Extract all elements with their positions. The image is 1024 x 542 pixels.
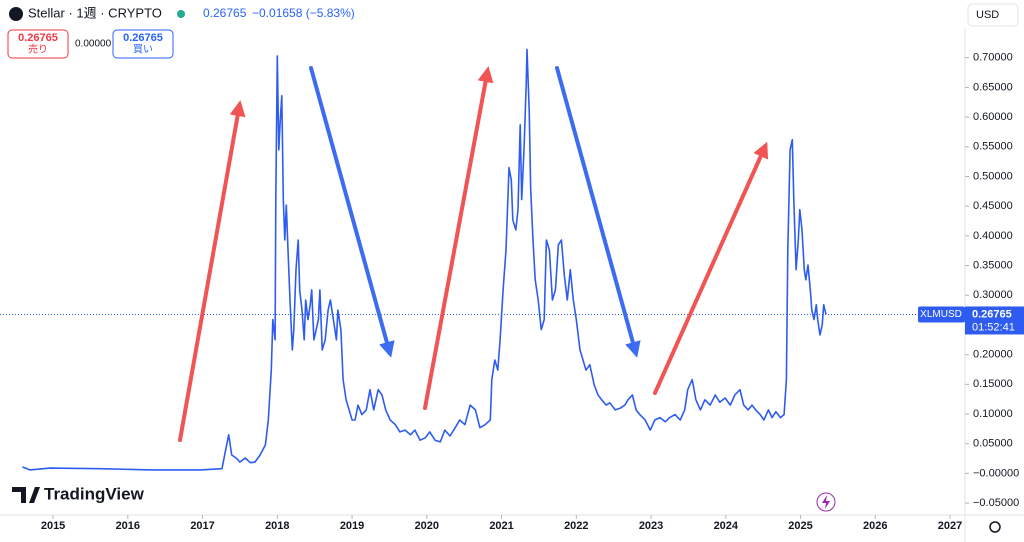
header-change: −0.01658 (−5.83%)	[252, 6, 355, 20]
x-tick-label: 2024	[714, 520, 739, 532]
price-line	[22, 48, 827, 471]
buy-price: 0.26765	[123, 32, 163, 44]
x-tick-label: 2017	[190, 520, 214, 532]
arrow-down	[555, 66, 641, 358]
x-tick-label: 2026	[863, 520, 887, 532]
arrow-down	[309, 66, 395, 358]
x-tick-label: 2016	[116, 520, 140, 532]
x-tick-label: 2022	[564, 520, 588, 532]
annotations	[178, 66, 769, 442]
symbol-icon	[9, 7, 23, 21]
y-tick-label: 0.50000	[973, 170, 1013, 182]
sell-label: 売り	[28, 43, 48, 56]
currency: USD	[976, 9, 999, 21]
arrow-up	[653, 141, 769, 395]
buy-button[interactable]	[112, 29, 174, 59]
y-tick-label: −0.00000	[973, 467, 1019, 479]
y-tick-label: 0.65000	[973, 81, 1013, 93]
arrow-up	[423, 66, 494, 410]
status-dot	[177, 10, 185, 18]
sell-button[interactable]	[7, 29, 69, 59]
x-tick-label: 2025	[788, 520, 812, 532]
x-tick-label: 2018	[265, 520, 289, 532]
symbol[interactable]: Stellar · 1週 · CRYPTO	[28, 5, 162, 20]
y-tick-label: 0.60000	[973, 111, 1013, 123]
x-tick-label: 2020	[415, 520, 439, 532]
x-tick-label: 2019	[340, 520, 364, 532]
currency-button[interactable]	[967, 3, 1019, 27]
brand: TradingView	[44, 484, 145, 503]
sell-price: 0.26765	[18, 32, 58, 44]
y-tick-label: 0.10000	[973, 408, 1013, 420]
x-tick-label: 2023	[639, 520, 663, 532]
y-tick-label: 0.20000	[973, 349, 1013, 361]
y-tick-label: 0.05000	[973, 438, 1013, 450]
y-tick-label: 0.70000	[973, 52, 1013, 64]
logo-icon	[12, 487, 40, 503]
x-tick-label: 2027	[938, 520, 962, 532]
price-badge	[965, 306, 1024, 335]
buy-label: 買い	[133, 44, 153, 56]
header-price: 0.26765	[203, 6, 247, 20]
price-badge-value: 0.26765	[972, 308, 1012, 320]
x-tick-label: 2021	[489, 520, 513, 532]
y-tick-label: 0.35000	[973, 259, 1013, 271]
y-tick-label: 0.40000	[973, 230, 1013, 242]
x-tick-label: 2015	[41, 520, 65, 532]
plot	[0, 48, 965, 471]
y-tick-label: 0.30000	[973, 289, 1013, 301]
spread: 0.00000	[75, 39, 112, 50]
event-bolt	[822, 495, 830, 509]
settings-icon[interactable]	[989, 521, 1001, 533]
y-tick-label: 0.45000	[973, 200, 1013, 212]
ticker-badge	[918, 306, 965, 323]
y-tick-label: 0.15000	[973, 378, 1013, 390]
y-tick-label: 0.55000	[973, 141, 1013, 153]
ticker: XLMUSD	[920, 309, 962, 320]
arrow-up	[178, 100, 246, 442]
countdown: 01:52:41	[972, 321, 1015, 333]
y-tick-label: −0.05000	[973, 497, 1019, 509]
